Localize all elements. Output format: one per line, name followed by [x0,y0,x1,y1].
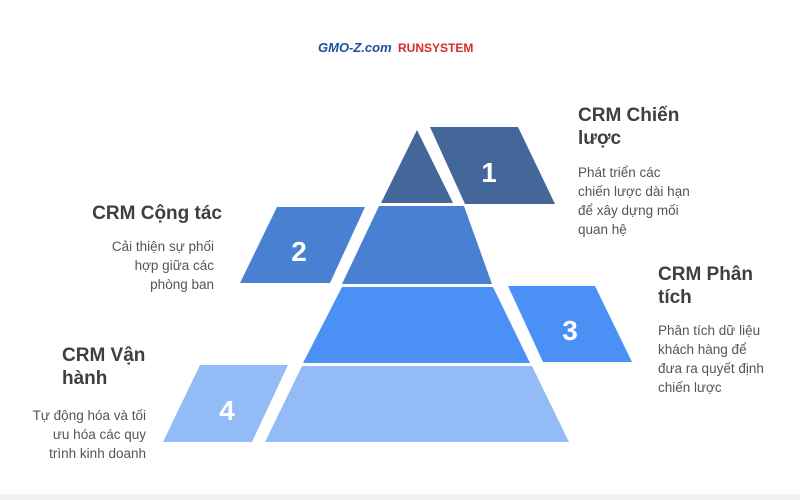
logo-gmo-text: GMO-Z.com [318,40,392,55]
tier-4-title-line: CRM Vận [62,345,145,366]
tier-4-desc-line: ưu hóa các quy [53,427,146,442]
pyramid-tier-4 [265,366,569,442]
bottom-divider [0,494,800,500]
tier-1-title-line: CRM Chiến [578,105,679,126]
pyramid-tier-3 [303,287,530,363]
number-box-3 [508,286,632,362]
tier-2-title: CRM Cộng tác [92,203,222,224]
tier-3-desc-line: đưa ra quyết định [658,361,764,376]
tier-3-desc-line: khách hàng để [658,342,747,357]
pyramid-tier-1 [381,130,453,203]
tier-1-desc-line: Phát triển các [578,165,661,180]
tier-3-desc-line: chiến lược [658,380,722,395]
number-box-1 [430,127,555,204]
tier-4-desc-line: Tự động hóa và tối [33,408,146,423]
logo-runsystem-text: RUNSYSTEM [398,41,473,55]
tier-1-title-line: lược [578,128,622,149]
logo: GMO-Z.com RUNSYSTEM [318,40,473,55]
pyramid-tier-2 [342,206,492,284]
tier-2-desc-line: hợp giữa các [135,258,215,273]
number-label-4: 4 [219,395,235,426]
tier-2-desc-line: Cải thiện sự phối [112,239,214,254]
number-box-2 [240,207,365,283]
number-label-3: 3 [562,315,578,346]
tier-4-desc-line: trình kinh doanh [49,446,146,461]
tier-1-desc-line: để xây dựng mối [578,203,679,218]
tier-2-desc-line: phòng ban [150,277,214,292]
number-label-1: 1 [481,157,497,188]
tier-1-desc-line: quan hệ [578,222,627,237]
tier-3-desc-line: Phân tích dữ liệu [658,323,760,338]
tier-1-desc-line: chiến lược dài hạn [578,184,690,199]
number-label-2: 2 [291,236,307,267]
tier-4-title-line: hành [62,368,107,389]
tier-3-title-line: tích [658,287,692,308]
tier-3-title-line: CRM Phân [658,264,753,285]
number-box-4 [163,365,288,442]
